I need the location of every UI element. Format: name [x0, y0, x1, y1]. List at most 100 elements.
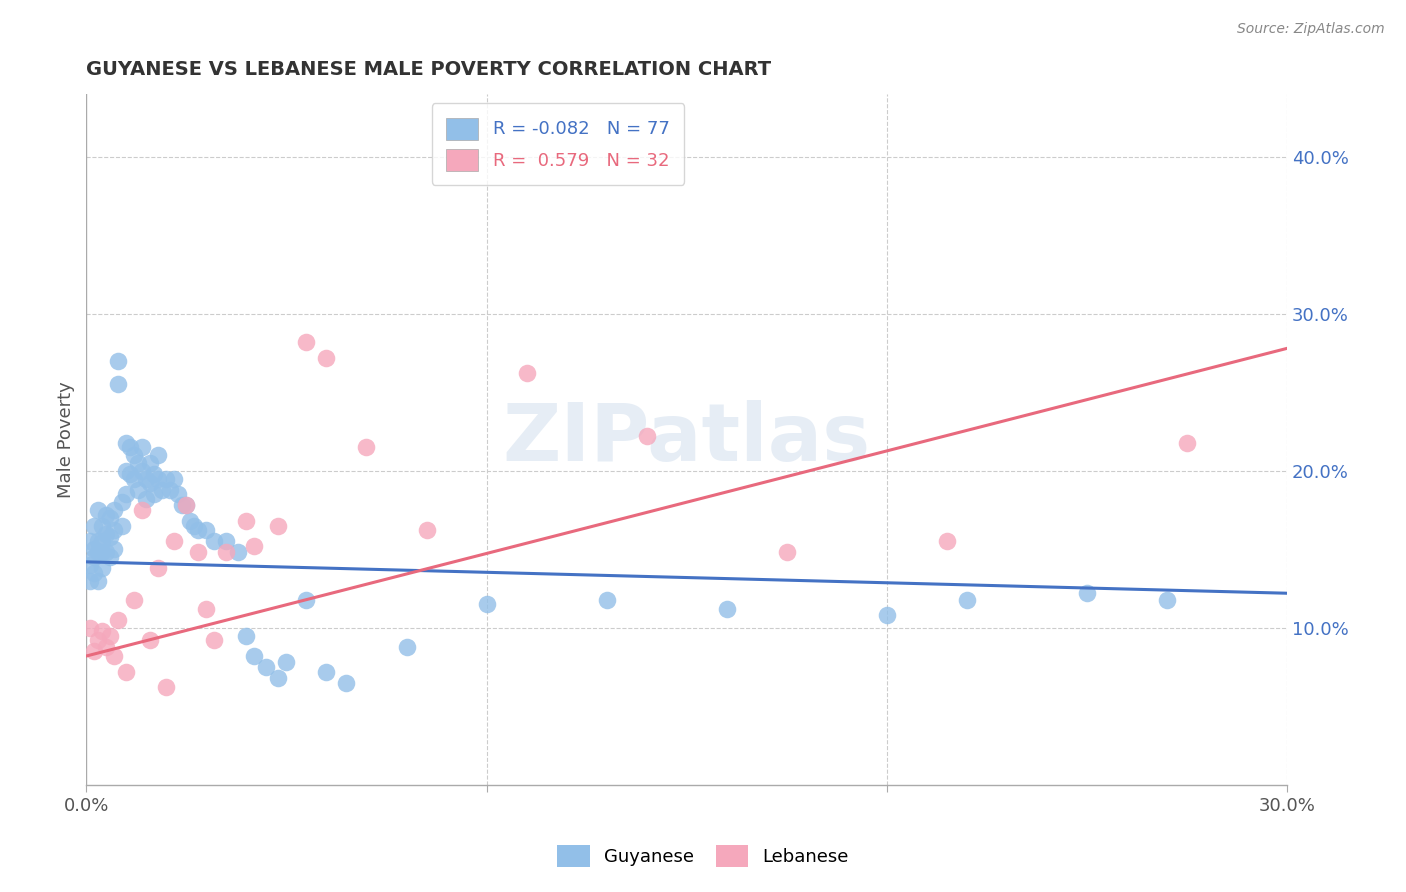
Point: [155, 681, 177, 695]
Point: [91, 534, 114, 549]
Point: [124, 448, 146, 462]
Point: [315, 665, 337, 679]
Point: [83, 566, 105, 580]
Point: [176, 499, 198, 513]
Point: [202, 534, 225, 549]
Point: [96, 526, 118, 541]
Point: [131, 440, 153, 454]
Point: [276, 656, 298, 670]
Point: [636, 429, 658, 443]
Legend: R = -0.082   N = 77, R =  0.579   N = 32: R = -0.082 N = 77, R = 0.579 N = 32: [432, 103, 685, 185]
Point: [395, 640, 418, 654]
Point: [179, 514, 201, 528]
Point: [956, 592, 979, 607]
Point: [776, 545, 799, 559]
Point: [356, 440, 378, 454]
Point: [295, 334, 318, 349]
Point: [595, 592, 617, 607]
Point: [143, 467, 166, 481]
Point: [335, 675, 357, 690]
Point: [195, 602, 218, 616]
Text: ZIPatlas: ZIPatlas: [502, 401, 870, 478]
Point: [98, 550, 121, 565]
Point: [148, 472, 170, 486]
Point: [87, 503, 110, 517]
Point: [96, 545, 118, 559]
Point: [79, 534, 101, 549]
Point: [103, 648, 125, 663]
Point: [111, 495, 134, 509]
Point: [202, 633, 225, 648]
Point: [83, 644, 105, 658]
Point: [124, 472, 146, 486]
Point: [103, 524, 125, 538]
Point: [143, 487, 166, 501]
Point: [167, 487, 190, 501]
Point: [139, 476, 162, 491]
Point: [120, 467, 142, 481]
Point: [98, 511, 121, 525]
Point: [1175, 435, 1198, 450]
Point: [295, 592, 318, 607]
Point: [228, 545, 250, 559]
Point: [415, 524, 437, 538]
Text: Source: ZipAtlas.com: Source: ZipAtlas.com: [1237, 22, 1385, 37]
Point: [176, 499, 198, 513]
Point: [127, 483, 149, 497]
Point: [215, 545, 238, 559]
Point: [243, 648, 266, 663]
Point: [79, 558, 101, 572]
Point: [87, 534, 110, 549]
Point: [1156, 592, 1178, 607]
Point: [876, 608, 898, 623]
Point: [96, 640, 118, 654]
Point: [267, 671, 290, 685]
Text: GUYANESE VS LEBANESE MALE POVERTY CORRELATION CHART: GUYANESE VS LEBANESE MALE POVERTY CORREL…: [86, 60, 772, 78]
Point: [215, 534, 238, 549]
Point: [96, 508, 118, 522]
Point: [115, 665, 138, 679]
Point: [107, 613, 129, 627]
Point: [98, 629, 121, 643]
Point: [79, 574, 101, 588]
Point: [98, 530, 121, 544]
Point: [124, 592, 146, 607]
Point: [83, 518, 105, 533]
Point: [1076, 586, 1098, 600]
Point: [243, 539, 266, 553]
Point: [131, 503, 153, 517]
Point: [115, 435, 138, 450]
Point: [139, 633, 162, 648]
Point: [163, 472, 186, 486]
Point: [131, 464, 153, 478]
Point: [935, 534, 957, 549]
Point: [315, 351, 337, 365]
Point: [87, 545, 110, 559]
Point: [107, 354, 129, 368]
Point: [91, 518, 114, 533]
Point: [103, 542, 125, 557]
Point: [87, 574, 110, 588]
Point: [135, 491, 157, 506]
Point: [107, 377, 129, 392]
Point: [163, 534, 186, 549]
Point: [83, 550, 105, 565]
Point: [716, 602, 738, 616]
Point: [115, 487, 138, 501]
Point: [254, 660, 277, 674]
Point: [120, 440, 142, 454]
Point: [159, 483, 181, 497]
Y-axis label: Male Poverty: Male Poverty: [58, 381, 75, 498]
Point: [187, 524, 209, 538]
Legend: Guyanese, Lebanese: Guyanese, Lebanese: [550, 838, 856, 874]
Point: [139, 456, 162, 470]
Point: [155, 472, 177, 486]
Point: [195, 524, 218, 538]
Point: [148, 448, 170, 462]
Point: [516, 367, 538, 381]
Point: [91, 545, 114, 559]
Point: [267, 518, 290, 533]
Point: [150, 483, 173, 497]
Point: [79, 621, 101, 635]
Point: [83, 542, 105, 557]
